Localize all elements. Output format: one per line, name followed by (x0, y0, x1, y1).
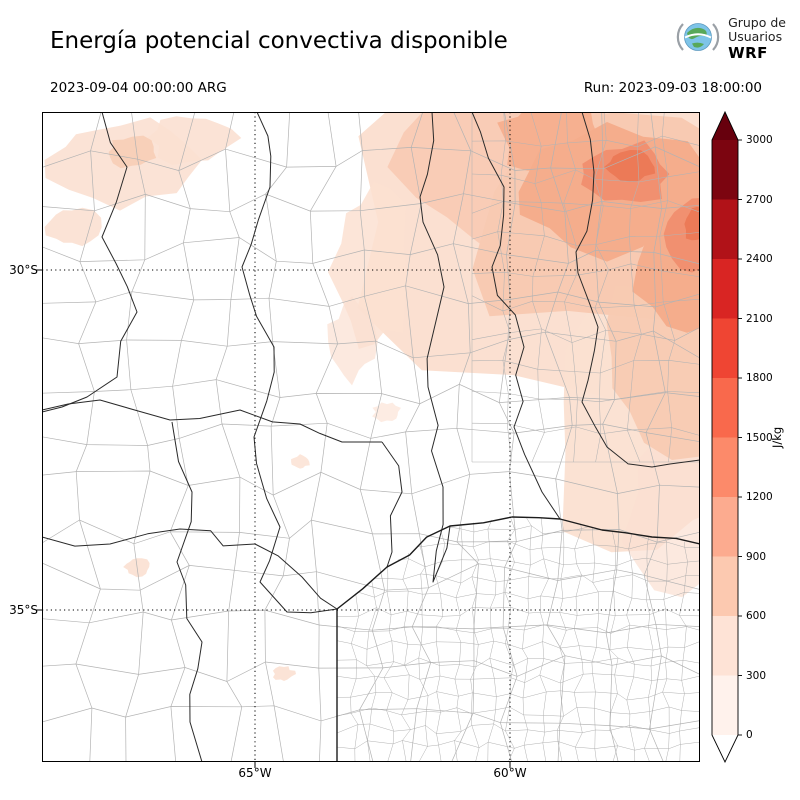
lat-tick-label: 30°S (9, 263, 38, 277)
colorbar-tick-label: 900 (746, 550, 767, 563)
time-row: 2023-09-04 00:00:00 ARG Run: 2023-09-03 … (50, 80, 762, 96)
colorbar-tick-label: 600 (746, 610, 767, 622)
colorbar-tick-label: 3000 (746, 134, 773, 146)
colorbar-tick-label: 1500 (746, 431, 773, 444)
globe-icon (675, 14, 721, 64)
colorbar-tick-label: 0 (746, 729, 753, 741)
valid-time-label: 2023-09-04 00:00:00 ARG (50, 80, 227, 96)
logo-line-3: WRF (728, 43, 768, 62)
lon-tick-label: 60°W (493, 766, 527, 780)
colorbar-tick-label: 2400 (746, 253, 773, 265)
lat-tick-label: 35°S (9, 603, 38, 617)
map-canvas (36, 112, 700, 768)
logo-line-1: Grupo de (728, 15, 786, 30)
colorbar-tick-label: 2700 (746, 193, 773, 206)
figure-title: Energía potencial convectiva disponible (50, 28, 508, 54)
colorbar-tick-label: 1200 (746, 491, 773, 503)
colorbar-tick-label: 300 (746, 669, 767, 682)
logo-line-2: Usuarios (728, 29, 783, 45)
run-time-label: Run: 2023-09-03 18:00:00 (583, 80, 762, 96)
wrf-logo: Grupo de Usuarios WRF (675, 14, 786, 64)
colorbar-tick-label: 2100 (746, 312, 773, 325)
lon-tick-label: 65°W (238, 766, 272, 780)
logo-text: Grupo de Usuarios WRF (728, 15, 786, 62)
colorbar (711, 110, 742, 764)
colorbar-tick-label: 1800 (746, 372, 773, 384)
colorbar-unit-label: J/kg (770, 426, 784, 448)
